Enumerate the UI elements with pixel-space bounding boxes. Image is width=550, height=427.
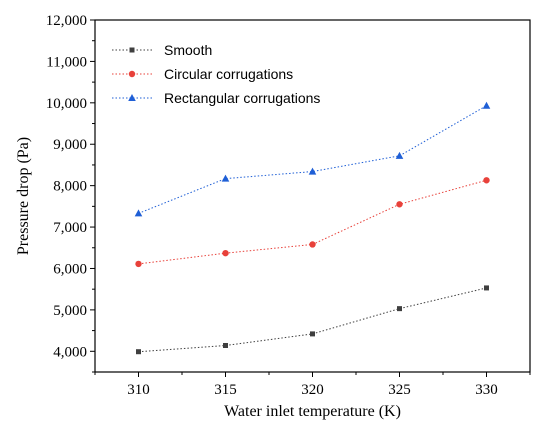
data-point [310,331,315,337]
data-point [308,167,317,175]
legend-entry: Smooth [112,42,212,58]
series-line [138,287,487,353]
data-point [221,174,230,182]
series-1 [135,177,490,268]
data-point [484,285,489,291]
legend-label: Rectangular corrugations [164,90,320,106]
y-tick-label: 7,000 [53,220,87,236]
series-0 [136,285,489,355]
y-tick-label: 8,000 [53,179,87,195]
x-tick-label: 320 [301,382,324,398]
legend-label: Circular corrugations [164,66,293,82]
data-point [223,342,228,348]
data-point [482,101,491,109]
data-point [397,306,402,312]
y-tick-label: 11,000 [46,54,87,70]
x-axis-title: Water inlet temperature (K) [224,403,401,420]
data-point [309,241,316,248]
y-axis-ticks: 4,000 5,000 6,000 7,000 8,000 9,000 10,000 11,0… [46,13,95,373]
y-tick-label: 9,000 [53,137,87,153]
y-tick-label: 12,000 [46,13,87,29]
data-point [222,249,229,257]
data-point [395,151,404,159]
data-point [134,209,143,217]
legend-marker [128,70,136,78]
data-point [136,349,141,355]
legend-entry: Rectangular corrugations [112,90,320,106]
data-point [135,260,142,268]
x-tick-label: 310 [127,382,150,398]
legend-marker [128,94,136,101]
legend: Smooth Circular corrugations Rectangular c… [112,42,320,106]
legend-entry: Circular corrugations [112,66,293,82]
series-2 [134,101,491,217]
x-tick-label: 330 [475,382,498,398]
y-tick-label: 6,000 [53,261,87,277]
legend-label: Smooth [164,42,212,58]
data-point [396,201,403,208]
x-axis-ticks: 310 315 320 325 330 [94,372,531,398]
y-tick-label: 4,000 [53,344,87,360]
y-tick-label: 5,000 [53,303,87,319]
y-tick-label: 10,000 [46,96,87,112]
legend-marker [129,47,135,53]
x-tick-label: 315 [214,382,237,398]
series-layer [134,101,491,355]
data-point [483,177,490,184]
x-tick-label: 325 [388,382,411,398]
y-axis-title: Pressure drop (Pa) [15,137,32,255]
